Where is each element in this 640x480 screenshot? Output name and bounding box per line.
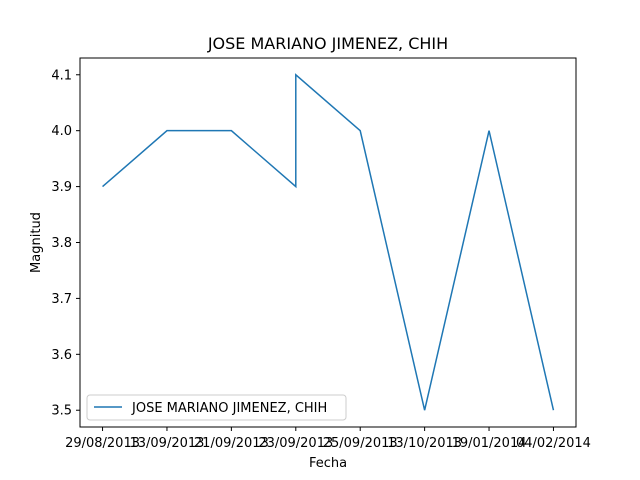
y-axis-ticks: 3.5 3.6 3.7 3.8 3.9 4.0 4.1: [51, 68, 80, 419]
legend-label: JOSE MARIANO JIMENEZ, CHIH: [131, 401, 327, 416]
x-tick-label: 19/01/2014: [452, 436, 527, 451]
y-tick-label: 4.0: [51, 124, 72, 139]
x-tick-label: 04/02/2014: [516, 436, 591, 451]
y-axis-label: Magnitud: [29, 212, 44, 273]
x-tick-label: 29/08/2013: [65, 436, 140, 451]
plot-area-frame: [79, 57, 577, 428]
legend: JOSE MARIANO JIMENEZ, CHIH: [86, 394, 347, 421]
x-axis-label: Fecha: [309, 456, 347, 471]
y-tick-label: 4.1: [51, 68, 72, 83]
x-tick-label: 25/09/2013: [323, 436, 398, 451]
x-tick-label: 21/09/2013: [194, 436, 269, 451]
x-tick-label: 13/09/2013: [129, 436, 204, 451]
y-tick-label: 3.5: [51, 404, 72, 419]
x-tick-label: 23/09/2013: [258, 436, 333, 451]
y-tick-label: 3.8: [51, 236, 72, 251]
series-line-0: [102, 73, 555, 411]
x-tick-label: 13/10/2013: [387, 436, 462, 451]
legend-box: [86, 394, 347, 421]
x-axis-ticks: 29/08/201313/09/201321/09/201323/09/2013…: [65, 427, 591, 451]
chart-title: JOSE MARIANO JIMENEZ, CHIH: [207, 34, 448, 53]
y-tick-label: 3.7: [51, 292, 72, 307]
y-tick-label: 3.6: [51, 348, 72, 363]
y-tick-label: 3.9: [51, 180, 72, 195]
